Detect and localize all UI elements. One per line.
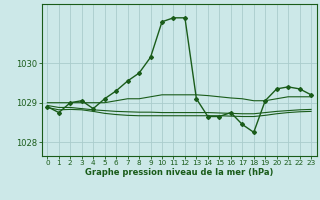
X-axis label: Graphe pression niveau de la mer (hPa): Graphe pression niveau de la mer (hPa) (85, 168, 273, 177)
